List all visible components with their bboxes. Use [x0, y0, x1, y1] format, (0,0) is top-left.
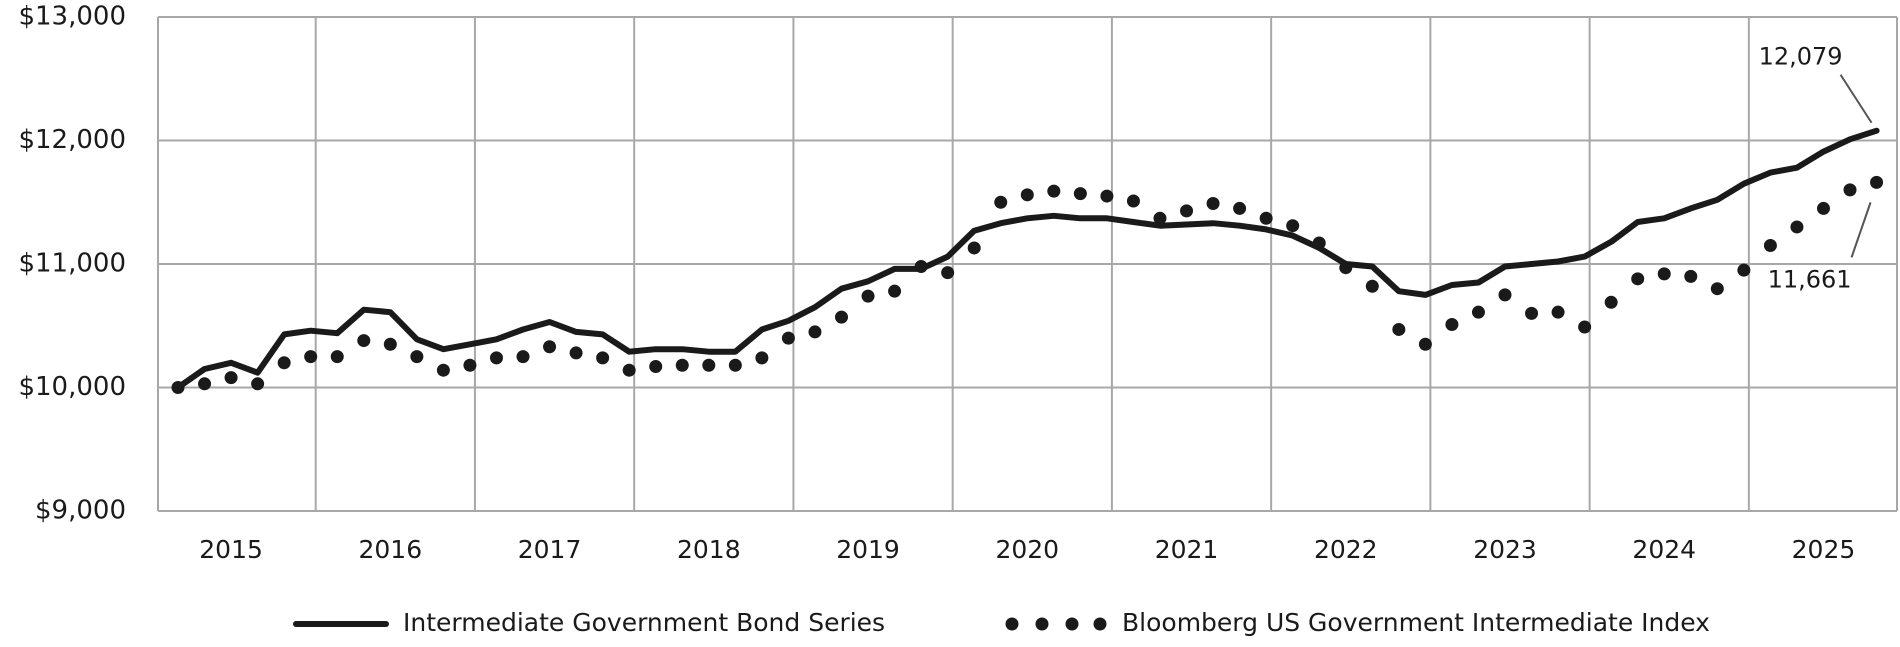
data-dot	[1312, 236, 1326, 250]
x-tick-label: 2022	[1314, 535, 1378, 564]
x-tick-label: 2024	[1632, 535, 1696, 564]
x-tick-label: 2020	[995, 535, 1059, 564]
data-dot	[728, 358, 742, 372]
data-dot	[1631, 272, 1645, 286]
data-dot	[888, 284, 902, 298]
data-dot	[1206, 196, 1220, 210]
data-dot	[357, 334, 371, 348]
data-dot	[835, 310, 848, 324]
data-dot	[463, 358, 477, 372]
data-dot	[755, 351, 769, 365]
data-dot	[1020, 188, 1034, 202]
data-dot	[1763, 238, 1777, 252]
data-dot	[383, 337, 397, 351]
data-dot	[1657, 267, 1671, 281]
data-dot	[516, 350, 530, 364]
data-line	[175, 127, 1880, 391]
data-dot	[861, 289, 875, 303]
data-dot	[330, 350, 344, 364]
data-dot	[1418, 337, 1432, 351]
data-dot	[489, 351, 503, 365]
data-dot	[1790, 220, 1804, 234]
x-tick-label: 2021	[1155, 535, 1219, 564]
data-dot	[596, 351, 610, 365]
x-tick-label: 2016	[359, 535, 423, 564]
data-dot	[1551, 305, 1565, 319]
data-dot	[1233, 201, 1247, 215]
legend-swatch	[1005, 617, 1019, 631]
data-dot	[1710, 282, 1724, 296]
data-dot	[1100, 189, 1114, 203]
data-dot	[1047, 184, 1061, 198]
x-tick-label: 2023	[1473, 535, 1537, 564]
y-tick-label: $11,000	[18, 249, 126, 279]
data-dot	[622, 363, 636, 377]
legend-label: Bloomberg US Government Intermediate Ind…	[1122, 608, 1710, 637]
data-dot	[1259, 211, 1273, 225]
data-dot	[1684, 269, 1698, 283]
y-tick-label: $10,000	[18, 372, 126, 402]
data-dot	[304, 350, 318, 364]
legend-label: Intermediate Government Bond Series	[403, 608, 885, 637]
data-dot	[1604, 295, 1618, 309]
data-dot	[436, 363, 450, 377]
data-dot	[1843, 183, 1857, 197]
data-dot	[198, 377, 212, 391]
x-tick-label: 2025	[1792, 535, 1856, 564]
legend-swatch	[1093, 617, 1107, 631]
data-dot	[1180, 204, 1194, 218]
data-dot	[1286, 219, 1300, 233]
data-dot	[808, 325, 822, 339]
data-dot	[1816, 201, 1830, 215]
data-dot	[569, 346, 583, 360]
leader-line	[1850, 202, 1872, 258]
data-dot	[251, 377, 265, 391]
data-dot	[1445, 318, 1459, 332]
data-dot	[702, 358, 716, 372]
data-dot	[1498, 288, 1512, 302]
x-tick-label: 2015	[199, 535, 263, 564]
data-dot	[1392, 322, 1406, 336]
data-dot	[1365, 279, 1379, 293]
data-dot	[941, 266, 955, 280]
y-tick-label: $9,000	[35, 496, 126, 526]
leader-line	[1839, 74, 1873, 124]
legend-swatch	[1065, 617, 1079, 631]
data-dot	[1471, 305, 1485, 319]
data-dot	[543, 340, 557, 354]
data-dot	[781, 331, 795, 345]
data-dot	[1870, 175, 1884, 189]
data-dot	[1073, 187, 1087, 201]
data-dot	[1153, 211, 1167, 225]
data-dot	[914, 259, 928, 273]
data-dot	[1339, 261, 1353, 275]
value-label: 11,661	[1768, 265, 1852, 293]
data-dot	[1126, 194, 1140, 208]
data-dot	[171, 381, 185, 394]
data-dot	[277, 356, 291, 370]
legend-swatch	[1035, 617, 1049, 631]
x-tick-label: 2018	[677, 535, 741, 564]
data-dot	[649, 360, 663, 374]
value-label: 12,079	[1759, 43, 1843, 71]
data-dot	[1578, 320, 1592, 334]
x-tick-label: 2017	[518, 535, 582, 564]
y-tick-label: $13,000	[18, 2, 126, 32]
data-dot	[224, 371, 238, 385]
data-dot	[1525, 306, 1539, 320]
x-tick-label: 2019	[836, 535, 900, 564]
y-tick-label: $12,000	[18, 125, 126, 155]
data-dot	[675, 358, 689, 372]
data-dot	[967, 241, 981, 255]
data-dot	[1737, 263, 1751, 277]
data-dot	[994, 195, 1008, 209]
data-dot	[410, 350, 424, 364]
